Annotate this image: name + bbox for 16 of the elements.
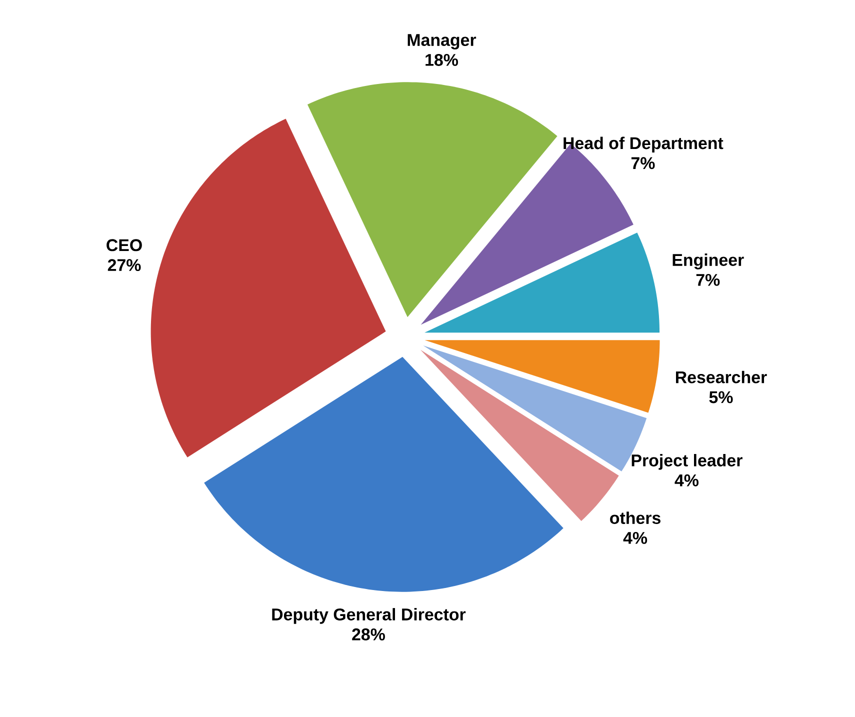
data-label: 4% (623, 532, 648, 544)
data-label: 18% (426, 54, 458, 66)
data-label: 28% (352, 628, 385, 640)
data-label: 4% (674, 474, 699, 486)
data-label: 5% (709, 391, 733, 404)
slice-label: Engineer (672, 254, 744, 270)
data-label: 27% (108, 259, 141, 272)
slice-label: Project leader (632, 454, 742, 470)
slice-label: Head of Department (564, 136, 724, 153)
slice-label: Researcher (676, 370, 767, 384)
slice-label: Deputy General Director (272, 608, 466, 624)
data-label: 7% (631, 157, 655, 170)
slice-label: Manager (408, 34, 476, 50)
slice-label: others (610, 512, 660, 524)
slice-label: CEO (106, 239, 142, 252)
data-label: 7% (696, 274, 720, 286)
